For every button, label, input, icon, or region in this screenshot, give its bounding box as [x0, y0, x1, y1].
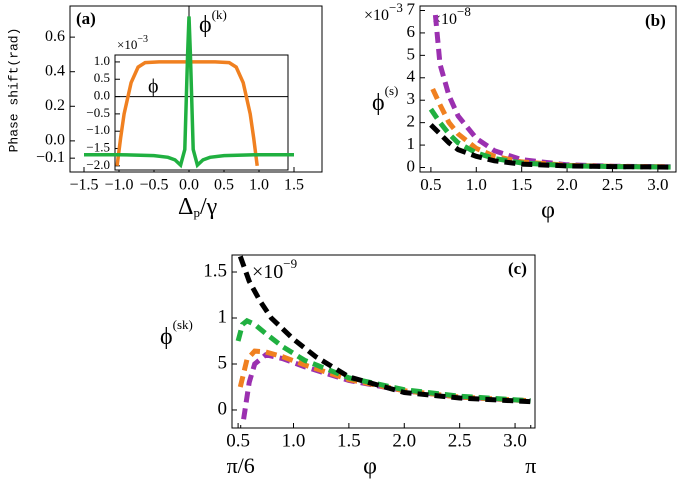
y-tick-label: 3: [407, 89, 416, 108]
panel-label: (b): [645, 11, 666, 30]
panel-label: (c): [508, 259, 527, 278]
y-tick-label: 0: [407, 156, 416, 175]
y-axis-label: ϕ(s): [372, 83, 398, 116]
x-tick-label: 2.5: [448, 430, 472, 451]
x-tick-label: 1.0: [466, 175, 487, 194]
inset-y-label: ϕ: [148, 76, 159, 98]
plot-frame: [69, 5, 323, 173]
y-tick-label: 0: [218, 398, 228, 419]
x-tick-label: 0.5: [420, 175, 441, 194]
panel: 0.5 1.0 1.5 2.0 2.5 3.0 π/6 π 1.5 1 5 0: [203, 254, 536, 478]
y-tick-label: 5: [218, 352, 228, 373]
y-tick-label: 0.5: [94, 70, 110, 85]
y-tick-label: 0.0: [45, 132, 65, 149]
x-tick-label: −1.5: [69, 177, 98, 194]
x-tick-label: 2.0: [556, 175, 577, 194]
plot-frame: [231, 254, 536, 429]
x-tick-label: π: [525, 453, 536, 478]
x-label-sub: p: [193, 205, 200, 220]
x-tick-label: −0.5: [139, 177, 168, 194]
plot-frame: [419, 5, 677, 173]
y-label-base: ϕ: [372, 90, 385, 116]
x-tick-label: −1.0: [104, 177, 133, 194]
y-tick-label: 4: [407, 67, 416, 86]
x-label-base: Δ: [178, 194, 193, 220]
series-line: [237, 348, 531, 404]
y-tick-label: −0.5: [86, 105, 110, 120]
x-tick-label: 0.5: [226, 430, 250, 451]
y-tick-label: 6: [407, 22, 416, 41]
multiplier: ×10−3: [117, 34, 148, 52]
annotation: ϕ(k): [199, 7, 227, 38]
y-axis-label: ϕ(sk): [160, 317, 193, 350]
y-tick-label: 0.2: [45, 97, 65, 114]
x-tick-label: 1.5: [337, 430, 361, 451]
multiplier-sup: −9: [283, 256, 297, 271]
y-tick-label: 1.5: [203, 260, 227, 281]
x-axis-label: φ: [541, 198, 555, 224]
y-tick-label: 0.0: [94, 88, 110, 103]
y-tick-label: 1: [407, 134, 416, 153]
y-tick-label: 1: [218, 306, 228, 327]
annotation-sup: (k): [212, 7, 227, 22]
x-tick-label: 1.0: [282, 430, 306, 451]
series-line: [432, 14, 671, 170]
x-tick-label: 1.0: [249, 177, 269, 194]
y-tick-label: −2.0: [86, 157, 110, 172]
y-tick-label: −0.1: [36, 149, 65, 166]
multiplier: ×10−3: [364, 0, 403, 24]
y-tick-label: 5: [407, 44, 416, 63]
x-tick-label: 1.5: [511, 175, 532, 194]
plot-frame: [114, 54, 289, 171]
annotation-base: ϕ: [199, 12, 212, 38]
multiplier-base: ×10: [364, 7, 389, 24]
multiplier-sup: −3: [389, 0, 403, 15]
x-tick-label: 3.0: [503, 430, 527, 451]
inset-labels: ×10−3 ϕ: [117, 34, 159, 97]
y-tick-label: −1.0: [86, 122, 110, 137]
x-tick-label: 1.5: [284, 177, 304, 194]
multiplier: ×10−9: [252, 256, 297, 283]
y-axis-label: Phase shift(rad): [6, 28, 21, 153]
y-tick-label: 1.0: [94, 53, 110, 68]
series-line: [84, 16, 294, 169]
y-tick-label: 0.4: [45, 62, 65, 79]
series-line: [237, 255, 531, 405]
x-axis-label: φ: [363, 454, 377, 480]
x-tick-label: 0.5: [214, 177, 234, 194]
panel: 0.5 1.0 1.5 2.0 2.5 3.0 0 1 2 3 4 5 6 7: [407, 0, 677, 194]
y-tick-label: 0.6: [45, 28, 65, 45]
x-tick-label: 2.0: [392, 430, 416, 451]
multiplier-sup: −8: [457, 4, 471, 19]
panel: 1.0 0.5 0.0 −0.5 −1.0 −1.5 −2.0: [86, 53, 289, 172]
x-tick-label: 3.0: [647, 175, 668, 194]
x-label-tail: /γ: [200, 194, 218, 220]
plots: −1.5 −1.0 −0.5 0.0 0.5 1.0 1.50.60.40.20.0−0.1…: [36, 0, 677, 478]
y-tick-label: −1.5: [86, 140, 110, 155]
x-tick-label: 0.0: [179, 177, 199, 194]
multiplier-base: ×10: [117, 37, 137, 52]
x-tick-label: π/6: [227, 453, 255, 478]
series-line: [429, 123, 671, 170]
series-line: [235, 317, 531, 404]
x-axis-label: Δp/γ: [178, 194, 218, 220]
y-label-sup: (s): [385, 83, 399, 98]
y-label-sup: (sk): [173, 317, 193, 332]
panel-label: (a): [76, 9, 96, 28]
multiplier-base: ×10: [252, 261, 283, 283]
multiplier-sup: −3: [137, 34, 148, 45]
x-tick-label: 2.5: [602, 175, 623, 194]
y-tick-label: 7: [407, 0, 416, 18]
y-label-base: ϕ: [160, 324, 173, 350]
y-tick-label: 2: [407, 112, 416, 131]
